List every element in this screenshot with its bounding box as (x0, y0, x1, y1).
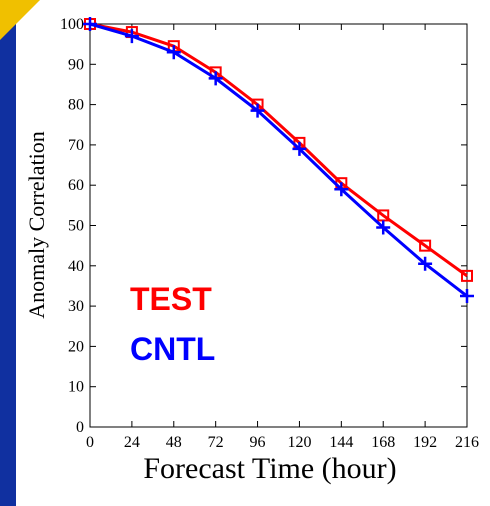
x-tick-label: 144 (329, 434, 353, 451)
x-tick-label: 48 (166, 434, 182, 451)
x-tick-label: 96 (250, 434, 266, 451)
marker (292, 141, 307, 156)
x-tick-label: 72 (208, 434, 224, 451)
marker (250, 103, 265, 118)
x-tick-label: 216 (455, 434, 479, 451)
series-line (89, 22, 468, 278)
x-axis-label: Forecast Time (hour) (143, 452, 396, 485)
x-tick-label: 168 (371, 434, 395, 451)
y-tick-label: 50 (68, 218, 84, 235)
x-tick-label: 0 (86, 434, 94, 451)
y-tick-label: 40 (68, 258, 84, 275)
x-tick-label: 192 (413, 434, 437, 451)
marker (460, 289, 474, 304)
x-tick-label: 120 (287, 434, 311, 451)
x-tick-label: 24 (124, 434, 140, 451)
marker (83, 17, 97, 31)
y-axis-label: Anomaly Correlation (24, 131, 49, 319)
corner-decoration (0, 0, 40, 40)
y-tick-label: 90 (68, 56, 84, 73)
edge-strip (0, 0, 16, 506)
marker (377, 209, 390, 222)
marker (419, 239, 432, 252)
marker (208, 71, 223, 86)
legend-label: CNTL (130, 331, 215, 367)
y-tick-label: 70 (68, 137, 84, 154)
y-tick-label: 10 (68, 379, 84, 396)
marker (376, 220, 391, 235)
y-tick-label: 100 (60, 16, 84, 33)
marker (334, 182, 349, 197)
marker (418, 256, 433, 271)
marker (124, 29, 139, 44)
marker (461, 269, 473, 282)
y-tick-label: 20 (68, 338, 84, 355)
marker (166, 45, 181, 60)
y-tick-label: 60 (68, 177, 84, 194)
y-tick-label: 0 (76, 419, 84, 436)
legend-label: TEST (130, 281, 212, 317)
y-tick-label: 30 (68, 298, 84, 315)
y-tick-label: 80 (68, 97, 84, 114)
series-line (89, 22, 468, 298)
